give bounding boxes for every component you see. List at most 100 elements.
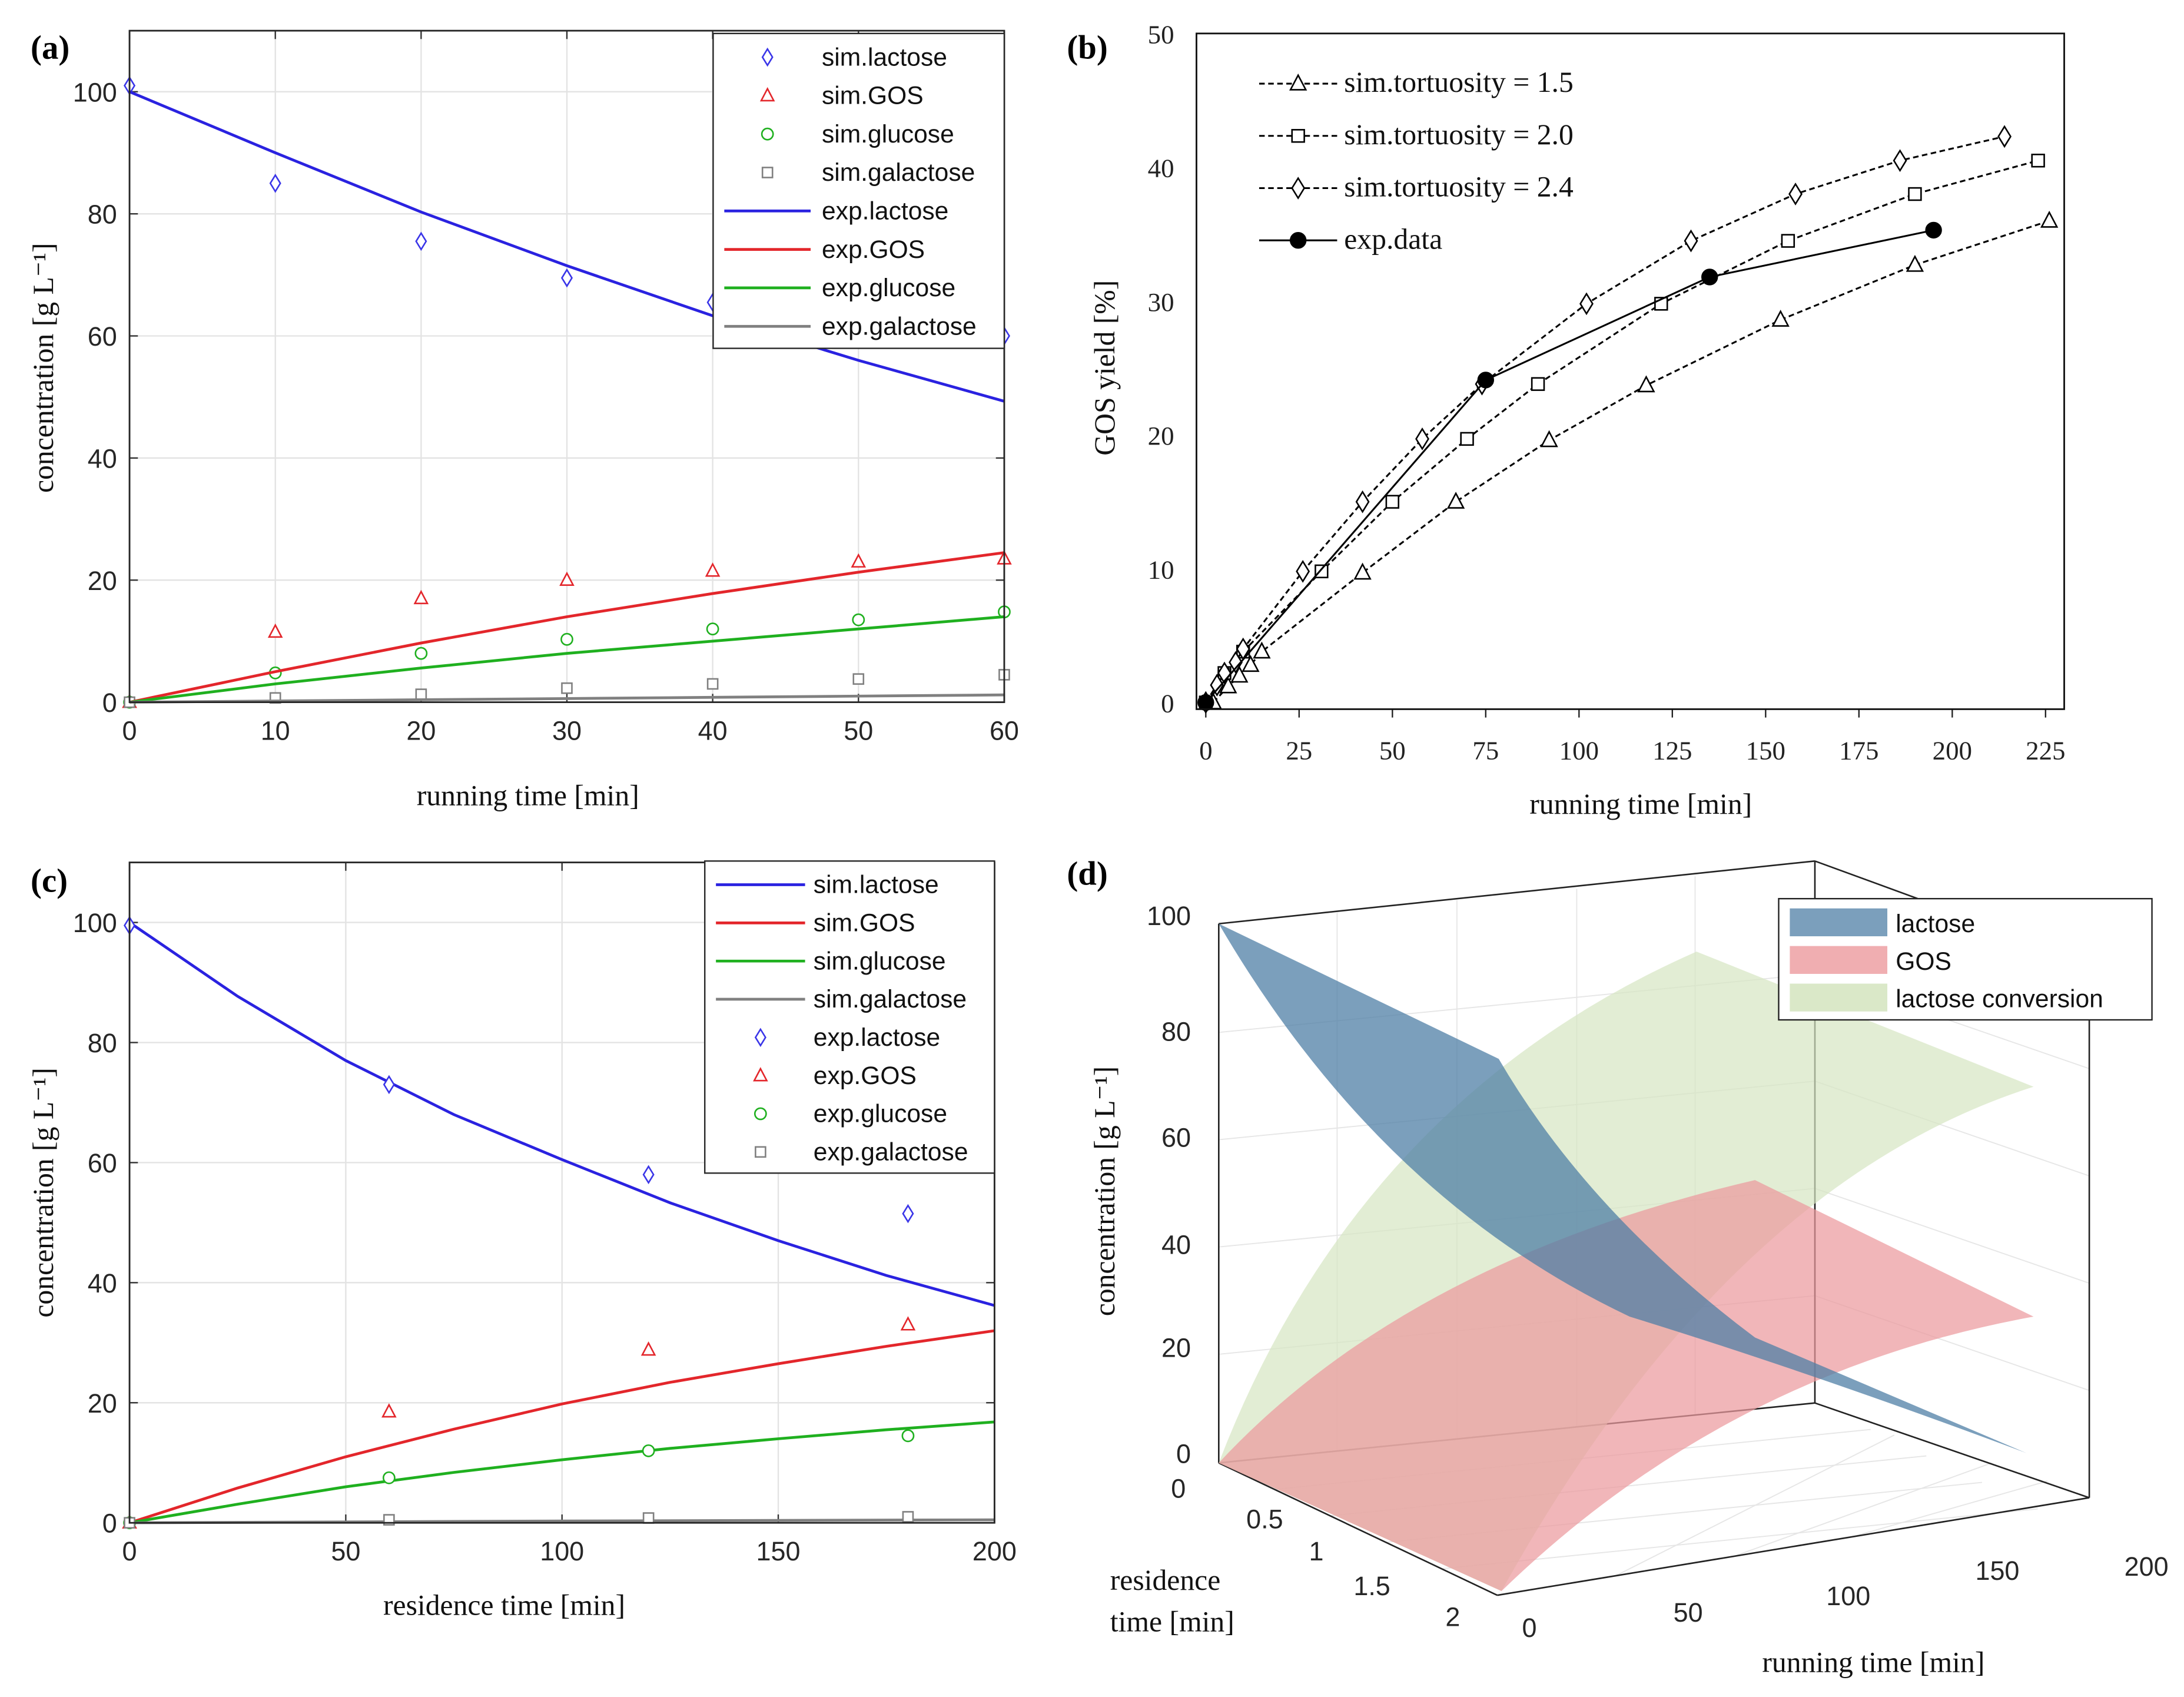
z-tick-label: 40 <box>1161 1230 1191 1260</box>
data-point-exp-lactose <box>642 1165 655 1185</box>
data-point-sim-glucose <box>706 622 719 636</box>
data-point-sim-tortuosity-2-4 <box>1415 427 1429 450</box>
data-point-exp-glucose <box>382 1471 396 1484</box>
y-tick-label: 0 <box>1161 689 1174 718</box>
data-point-sim-tortuosity-2-0 <box>2031 154 2045 168</box>
legend-marker <box>1289 232 1307 249</box>
panel-label-d: (d) <box>1067 856 1107 893</box>
legend-label: exp.GOS <box>822 236 925 264</box>
legend-label: lactose <box>1896 910 1975 938</box>
x-axis-label-b: running time [min] <box>1529 788 1752 820</box>
data-point-sim-tortuosity-2-4 <box>1217 661 1232 685</box>
legend-label: exp.data <box>1344 223 1442 255</box>
x-tick-label: 0 <box>1199 736 1212 765</box>
y-tick-label: 0.5 <box>1246 1504 1283 1534</box>
z-tick-label: 0 <box>1176 1439 1191 1469</box>
y-tick-label: 40 <box>88 1268 117 1298</box>
plot-frame <box>1196 32 2065 710</box>
x-axis-label-a: running time [min] <box>417 780 639 812</box>
legend-entry: sim.GOS <box>759 82 924 110</box>
data-point-sim-tortuosity-2-4 <box>1355 490 1370 513</box>
y-tick-label: 40 <box>88 443 117 473</box>
x-tick-label: 150 <box>1746 736 1785 765</box>
legend-entry: sim.tortuosity = 2.4 <box>1259 171 1574 203</box>
panel-label-b: (b) <box>1067 29 1107 66</box>
data-point-sim-tortuosity-1-5 <box>2040 210 2059 228</box>
legend-marker <box>759 87 775 102</box>
data-point-sim-tortuosity-1-5 <box>1230 665 1249 683</box>
y-tick-label: 80 <box>88 200 117 230</box>
legend-entry: exp.lactose <box>754 1023 940 1052</box>
legend-entry: exp.glucose <box>754 1100 947 1128</box>
x-tick-label: 125 <box>1652 736 1692 765</box>
panel-label-a: (a) <box>31 29 69 66</box>
z-axis-label-d: concentration [g L⁻¹] <box>1088 1066 1121 1317</box>
legend-label: exp.lactose <box>814 1023 940 1052</box>
y-axis-label-a: concentration [g L⁻¹] <box>27 243 59 493</box>
y-tick-label: 1 <box>1309 1536 1323 1566</box>
data-point-sim-tortuosity-2-0 <box>1781 234 1795 248</box>
panel-d-plot: 0 20 40 60 80 100 0 0.5 1 1.5 2 0 50 100… <box>1088 860 2169 1678</box>
data-point-sim-tortuosity-2-4 <box>1296 559 1310 583</box>
panel-label-c: (c) <box>31 862 68 899</box>
legend-label: sim.lactose <box>822 43 947 71</box>
y-tick-label: 0 <box>102 688 117 718</box>
legend-marker <box>754 1107 767 1121</box>
series-line-exp-lactose <box>129 90 1005 403</box>
panel-a-plot: 0 10 20 30 40 50 60020406080100sim.lactosesim.… <box>73 29 1019 745</box>
legend-entry: exp.lactose <box>724 197 948 225</box>
legend-entry: exp.data <box>1259 223 1442 255</box>
data-point-sim-tortuosity-1-5 <box>1771 310 1790 327</box>
legend-entry: sim.lactose <box>761 43 947 71</box>
y-tick-label: 20 <box>88 566 117 596</box>
legend-label: exp.galactose <box>822 312 977 340</box>
legend-label: sim.GOS <box>822 82 924 110</box>
data-point-sim-galactose <box>415 688 427 700</box>
data-point-sim-tortuosity-1-5 <box>1540 430 1558 448</box>
series-line-exp-gos <box>129 551 1005 704</box>
legend-entry: sim.lactose <box>716 871 939 899</box>
legend-label: sim.galactose <box>822 158 975 187</box>
y-tick-label: 0 <box>1171 1474 1186 1504</box>
data-point-exp-glucose <box>642 1444 655 1457</box>
data-point-sim-tortuosity-2-4 <box>1788 183 1803 206</box>
data-point-sim-tortuosity-2-4 <box>1893 149 1907 173</box>
legend-marker <box>761 167 774 178</box>
y-axis-label-d-line2: time [min] <box>1110 1606 1234 1638</box>
x-tick-label: 225 <box>2026 736 2065 765</box>
legend-marker <box>1291 129 1305 143</box>
z-tick-label: 80 <box>1161 1017 1191 1047</box>
data-point-exp-lactose <box>902 1204 914 1224</box>
x-tick-label: 100 <box>1826 1581 1870 1611</box>
data-point-sim-tortuosity-2-4 <box>1997 125 2012 148</box>
data-point-sim-gos <box>413 589 429 605</box>
x-tick-label: 30 <box>552 715 582 745</box>
data-point-sim-tortuosity-2-4 <box>1210 674 1224 697</box>
x-tick-label: 150 <box>756 1536 801 1566</box>
series-line-exp-data <box>1205 229 1934 704</box>
data-point-sim-tortuosity-1-5 <box>1906 254 1924 272</box>
data-point-sim-tortuosity-1-5 <box>1253 641 1271 659</box>
legend-marker <box>1291 177 1306 200</box>
legend-label: sim.tortuosity = 2.0 <box>1344 118 1574 151</box>
y-tick-label: 60 <box>88 1148 117 1178</box>
legend-label: sim.glucose <box>814 947 946 975</box>
data-point-sim-gos <box>851 553 867 568</box>
data-point-exp-data <box>1925 221 1942 239</box>
legend-label: exp.lactose <box>822 197 948 225</box>
legend-marker <box>755 1146 766 1158</box>
z-tick-label: 60 <box>1161 1122 1191 1152</box>
legend-label: GOS <box>1896 947 1951 976</box>
legend-label: lactose conversion <box>1896 985 2103 1013</box>
legend-entry: sim.GOS <box>716 909 915 937</box>
x-tick-label: 0 <box>122 715 137 745</box>
x-tick-label: 200 <box>1933 736 1972 765</box>
x-axis-label-c: residence time [min] <box>383 1589 625 1621</box>
x-tick-label: 75 <box>1472 736 1499 765</box>
legend-marker <box>761 127 774 141</box>
legend-d: lactose GOS lactose conversion <box>1778 897 2153 1021</box>
data-point-sim-gos <box>267 623 283 638</box>
data-point-sim-lactose <box>269 173 281 193</box>
data-point-sim-galactose <box>852 673 865 685</box>
